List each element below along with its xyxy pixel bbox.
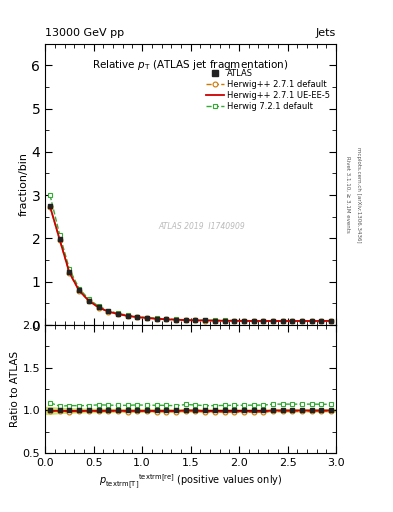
X-axis label: $p_\mathrm{textrm[T]}^{}$${}^\mathrm{textrm[re]}$ (positive values only): $p_\mathrm{textrm[T]}^{}$${}^\mathrm{tex… <box>99 472 282 491</box>
Y-axis label: fraction/bin: fraction/bin <box>19 153 29 216</box>
Text: Relative $p_{\mathrm{T}}$ (ATLAS jet fragmentation): Relative $p_{\mathrm{T}}$ (ATLAS jet fra… <box>92 58 289 72</box>
Legend: ATLAS, Herwig++ 2.7.1 default, Herwig++ 2.7.1 UE-EE-5, Herwig 7.2.1 default: ATLAS, Herwig++ 2.7.1 default, Herwig++ … <box>204 68 332 113</box>
Text: Jets: Jets <box>316 28 336 38</box>
Y-axis label: Ratio to ATLAS: Ratio to ATLAS <box>10 351 20 427</box>
Text: Rivet 3.1.10, ≥ 3.1M events: Rivet 3.1.10, ≥ 3.1M events <box>345 156 350 233</box>
Text: 13000 GeV pp: 13000 GeV pp <box>45 28 124 38</box>
Text: mcplots.cern.ch [arXiv:1306.3436]: mcplots.cern.ch [arXiv:1306.3436] <box>356 147 361 242</box>
Text: ATLAS 2019  I1740909: ATLAS 2019 I1740909 <box>159 222 246 231</box>
